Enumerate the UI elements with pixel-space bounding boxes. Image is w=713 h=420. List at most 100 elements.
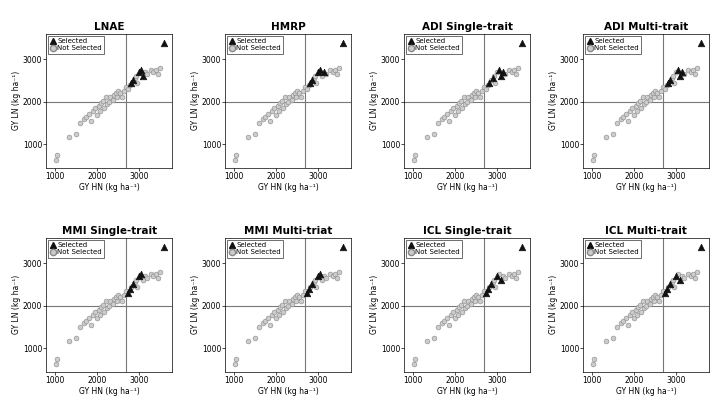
Point [98, 97, 109, 104]
Point [86, 118, 97, 124]
Point [428, 334, 439, 341]
Point [489, 283, 501, 290]
Point [230, 152, 242, 158]
Point [128, 281, 139, 288]
Point [308, 279, 319, 286]
Point [503, 270, 515, 277]
Point [651, 294, 662, 301]
Point [260, 113, 271, 120]
Point [630, 307, 642, 313]
Point [321, 71, 332, 77]
X-axis label: GY HN (kg ha⁻¹): GY HN (kg ha⁻¹) [616, 183, 677, 192]
Point [684, 68, 696, 75]
Point [644, 96, 655, 103]
Point [432, 120, 443, 126]
Point [498, 68, 509, 75]
Point [646, 92, 657, 99]
Point [640, 302, 651, 309]
Point [668, 283, 679, 290]
Point [158, 39, 170, 46]
Point [451, 102, 463, 109]
Point [145, 66, 157, 73]
Point [277, 302, 288, 308]
Point [661, 285, 672, 292]
Point [93, 102, 105, 109]
Point [445, 312, 456, 318]
Point [649, 291, 660, 298]
Point [63, 337, 75, 344]
Point [279, 94, 291, 101]
Point [274, 108, 285, 115]
Point [139, 68, 150, 75]
Point [268, 104, 279, 111]
Point [468, 90, 479, 97]
Point [303, 81, 314, 88]
Point [327, 273, 338, 279]
Point [118, 291, 130, 298]
Point [657, 84, 669, 90]
Point [689, 275, 700, 281]
Point [456, 302, 467, 308]
Point [281, 100, 292, 107]
Point [319, 273, 330, 279]
Point [615, 319, 627, 326]
Point [135, 66, 147, 73]
Point [286, 96, 297, 103]
Point [150, 270, 161, 277]
Point [601, 337, 612, 344]
Point [295, 94, 307, 101]
Point [270, 111, 282, 118]
Point [297, 88, 309, 94]
Point [689, 71, 700, 77]
Title: MMI Multi-triat: MMI Multi-triat [244, 226, 332, 236]
Point [87, 312, 98, 318]
Point [637, 94, 649, 101]
Point [120, 84, 132, 90]
Point [308, 75, 319, 81]
Point [667, 277, 679, 284]
Point [74, 120, 86, 126]
Point [451, 307, 463, 313]
X-axis label: GY HN (kg ha⁻¹): GY HN (kg ha⁻¹) [258, 183, 319, 192]
Point [78, 319, 90, 326]
Point [668, 79, 679, 86]
Point [257, 319, 269, 326]
X-axis label: GY HN (kg ha⁻¹): GY HN (kg ha⁻¹) [79, 183, 140, 192]
Point [290, 298, 302, 305]
Point [632, 312, 643, 318]
Point [89, 104, 101, 111]
Point [441, 110, 453, 117]
Point [589, 356, 600, 362]
Point [460, 304, 471, 311]
Point [282, 98, 293, 105]
Point [487, 279, 498, 286]
Point [607, 334, 618, 341]
Point [96, 303, 107, 310]
Point [587, 156, 598, 163]
Point [145, 270, 157, 277]
Y-axis label: GY LN (kg ha⁻¹): GY LN (kg ha⁻¹) [11, 275, 21, 334]
Point [508, 66, 519, 73]
Point [98, 105, 110, 111]
Y-axis label: GY LN (kg ha⁻¹): GY LN (kg ha⁻¹) [548, 275, 558, 334]
Point [327, 68, 338, 75]
Point [118, 88, 130, 94]
Point [319, 68, 330, 75]
Point [422, 133, 434, 140]
Point [83, 314, 95, 321]
Point [154, 268, 165, 275]
Point [249, 334, 260, 341]
Point [436, 319, 448, 326]
Y-axis label: GY LN (kg ha⁻¹): GY LN (kg ha⁻¹) [369, 275, 379, 334]
Point [684, 273, 696, 279]
Point [63, 133, 75, 140]
Point [486, 77, 497, 84]
Point [317, 277, 328, 284]
Point [289, 294, 300, 301]
Point [299, 84, 311, 90]
Point [670, 68, 682, 75]
Point [653, 298, 665, 305]
Point [277, 97, 288, 104]
Point [51, 356, 63, 362]
Point [279, 298, 291, 305]
